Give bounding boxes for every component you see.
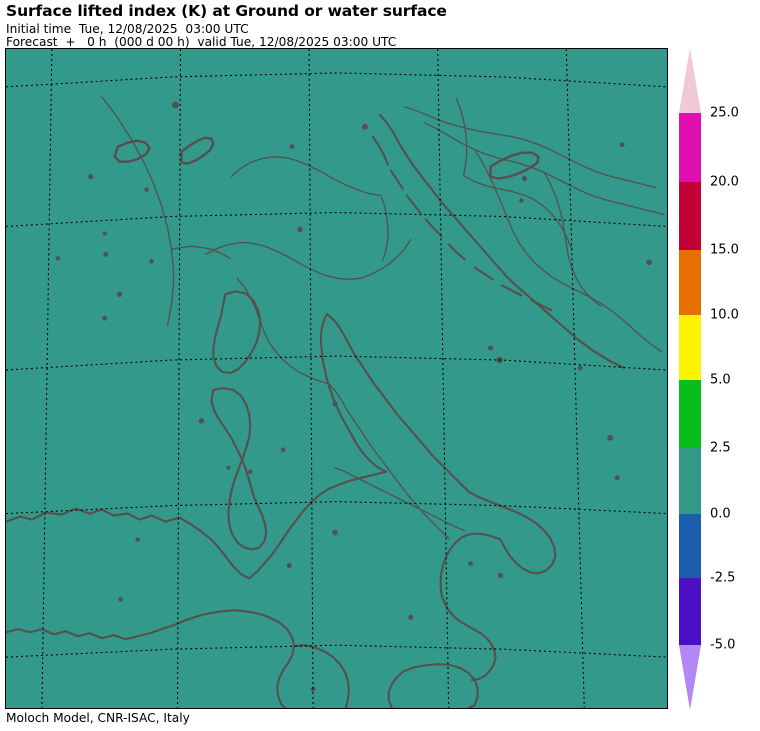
forecast-validity-label: Forecast + 0 h (000 d 00 h) valid Tue, 1… xyxy=(6,35,397,49)
colorbar-tick-10: 10.0 xyxy=(710,307,739,323)
colorbar-tick-20: 20.0 xyxy=(710,174,739,190)
colorbar-tick-15: 15.0 xyxy=(710,242,739,258)
colorbar-tick-25: 25.0 xyxy=(710,105,739,121)
colorbar-swatches xyxy=(679,48,701,710)
initial-time-label: Initial time Tue, 12/08/2025 03:00 UTC xyxy=(6,22,249,36)
map-coastlines-and-borders xyxy=(6,96,665,708)
colorbar-tick-2-5: 2.5 xyxy=(710,440,731,456)
colorbar[interactable]: 25.0 20.0 15.0 10.0 5.0 2.5 0.0 -2.5 -5.… xyxy=(676,48,760,712)
page-title: Surface lifted index (K) at Ground or wa… xyxy=(6,2,447,20)
colorbar-tick-0: 0.0 xyxy=(710,506,731,522)
colorbar-tick-5: 5.0 xyxy=(710,372,731,388)
map-panel[interactable] xyxy=(5,48,668,709)
model-credit-label: Moloch Model, CNR-ISAC, Italy xyxy=(6,711,190,725)
colorbar-tick-neg5: -5.0 xyxy=(710,637,736,653)
map-graticule xyxy=(6,49,667,708)
colorbar-tick-neg2-5: -2.5 xyxy=(710,570,736,586)
